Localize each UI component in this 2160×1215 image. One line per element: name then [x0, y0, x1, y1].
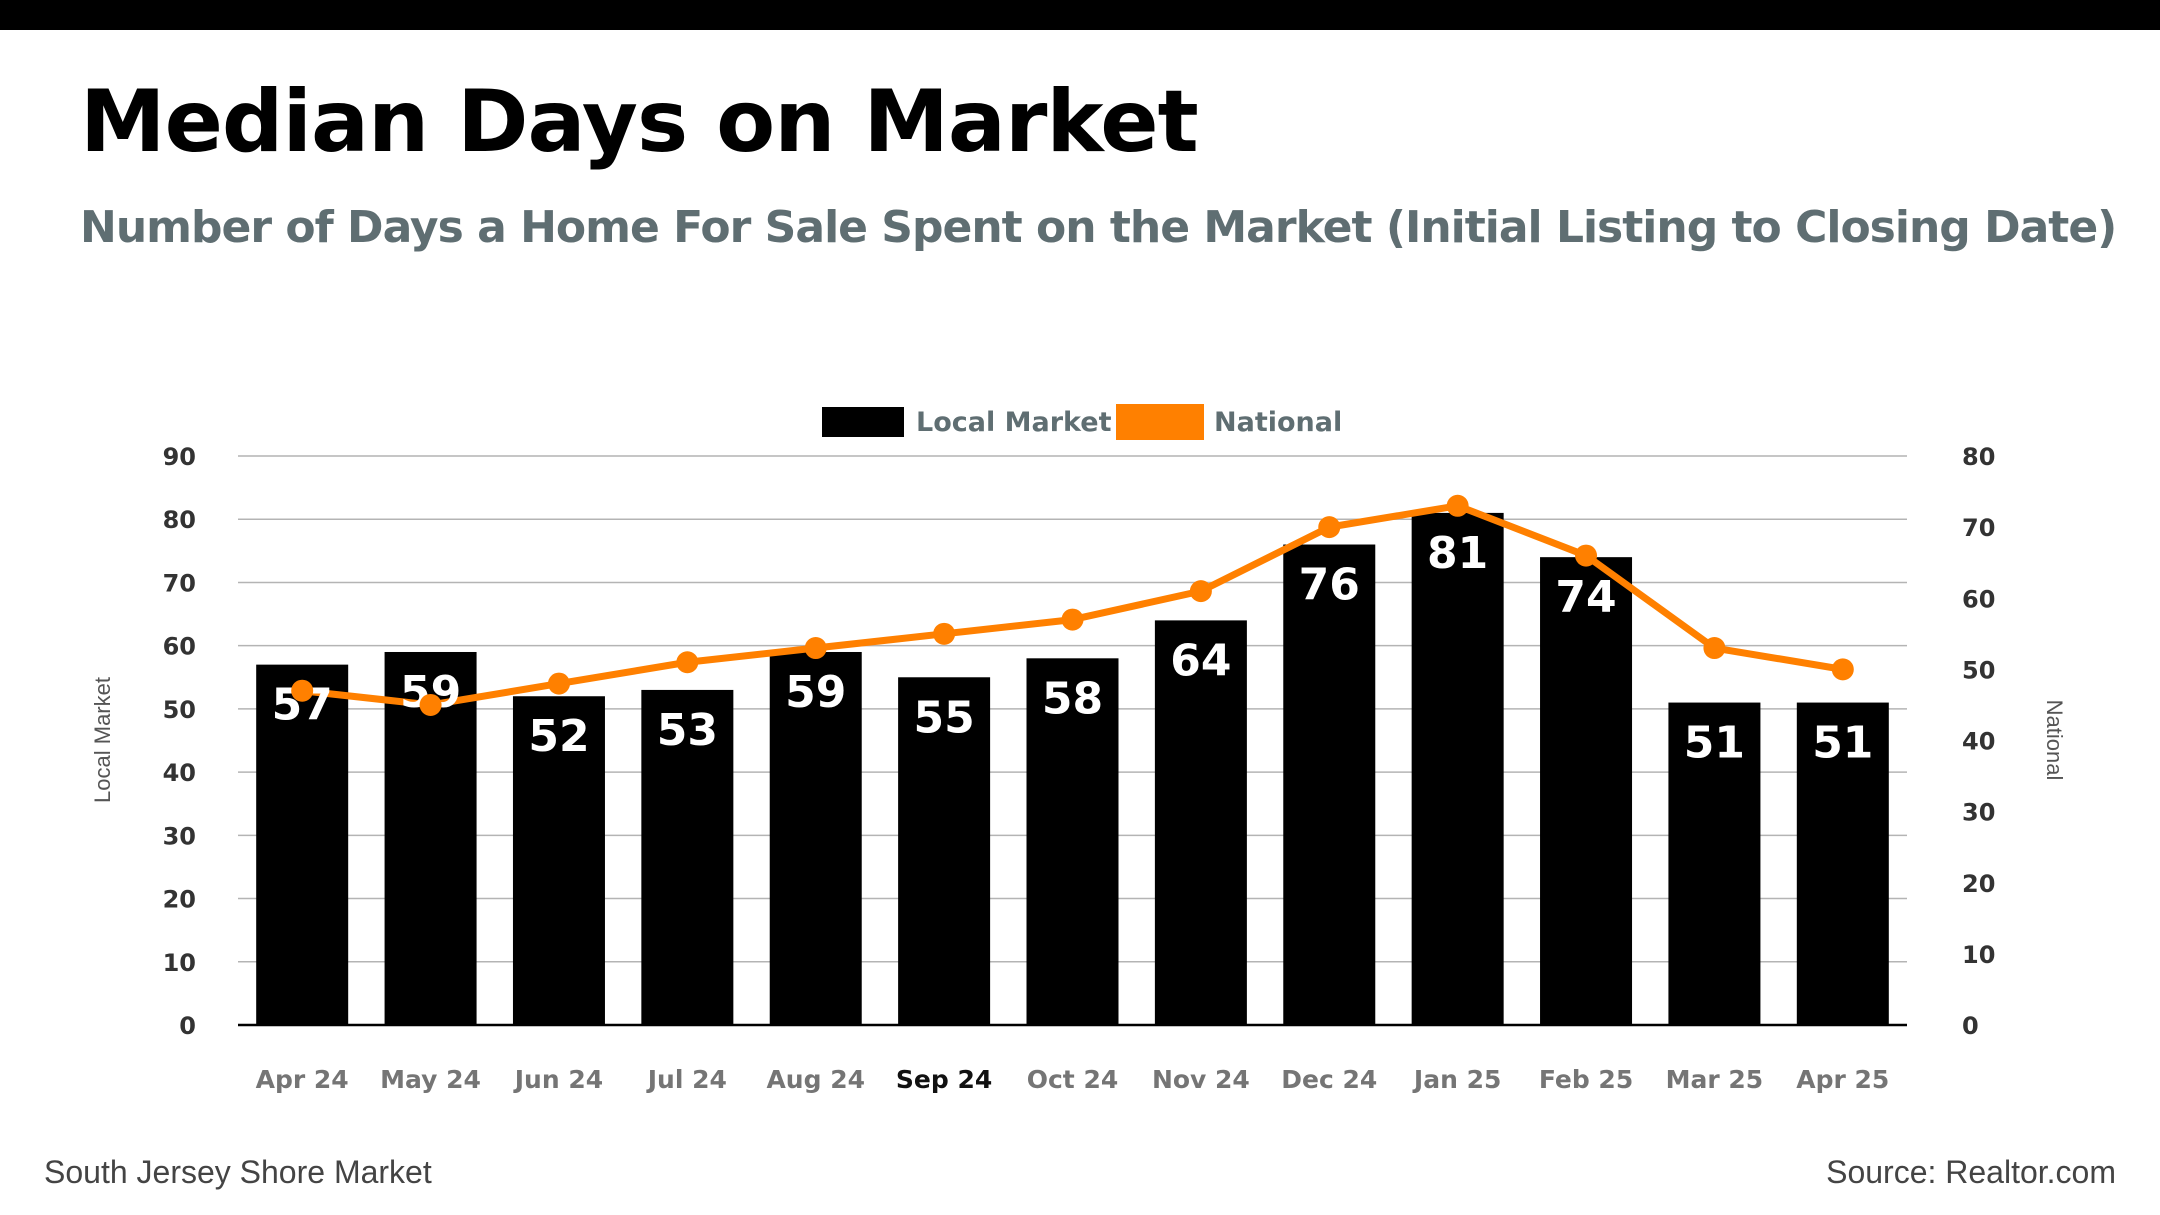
x-tick-label: Jan 25	[1412, 1065, 1501, 1094]
y-tick-label: 0	[179, 1012, 196, 1040]
bar	[512, 696, 605, 1025]
bar-data-label: 51	[1684, 718, 1745, 769]
bar	[1154, 620, 1247, 1025]
y-tick-label: 90	[163, 443, 196, 471]
bar	[898, 677, 991, 1025]
x-tick-label: Apr 24	[256, 1065, 349, 1094]
national-point	[1831, 658, 1854, 681]
national-point	[1703, 637, 1726, 660]
legend-label-local: Local Market	[916, 407, 1112, 438]
x-tick-label: Apr 25	[1796, 1065, 1889, 1094]
y-tick-label: 10	[163, 949, 196, 977]
national-point	[547, 672, 570, 695]
y2-tick-label: 70	[1962, 514, 1995, 542]
y2-tick-label: 40	[1962, 728, 1995, 756]
national-point	[804, 637, 827, 660]
bar	[641, 689, 734, 1025]
bar-data-label: 64	[1170, 635, 1231, 686]
x-tick-label: Sep 24	[896, 1065, 992, 1094]
bar-data-label: 59	[785, 667, 846, 718]
x-tick-label: Dec 24	[1281, 1065, 1377, 1094]
bar-data-label: 81	[1427, 528, 1488, 579]
bar-data-label: 52	[528, 711, 589, 762]
national-point	[1189, 580, 1212, 603]
y-tick-label: 30	[163, 822, 196, 850]
bar-data-label: 55	[913, 692, 974, 743]
x-tick-label: Oct 24	[1027, 1065, 1119, 1094]
y2-tick-label: 50	[1962, 656, 1995, 684]
y2-tick-label: 0	[1962, 1012, 1979, 1040]
bar	[1668, 702, 1761, 1025]
market-label: South Jersey Shore Market	[44, 1154, 432, 1190]
y-tick-label: 20	[163, 886, 196, 914]
bar-data-label: 53	[657, 705, 718, 756]
bar	[1796, 702, 1889, 1025]
y-tick-label: 80	[163, 506, 196, 534]
national-point	[419, 693, 442, 716]
national-point	[676, 651, 699, 674]
national-point	[291, 679, 314, 702]
bar-data-label: 58	[1042, 673, 1103, 724]
bar	[1411, 512, 1504, 1025]
y2-tick-label: 30	[1962, 799, 1995, 827]
x-tick-label: Jul 24	[646, 1065, 727, 1094]
bar	[256, 664, 349, 1025]
y-tick-label: 40	[163, 759, 196, 787]
y2-tick-label: 60	[1962, 585, 1995, 613]
y-tick-label: 60	[163, 633, 196, 661]
legend-swatch-national	[1116, 404, 1204, 440]
y2-tick-label: 80	[1962, 443, 1995, 471]
y-axis-label: Local Market	[90, 677, 115, 803]
national-point	[1061, 608, 1084, 631]
x-tick-label: Jun 24	[513, 1065, 603, 1094]
bar-data-label: 76	[1299, 560, 1360, 611]
legend-swatch-local	[822, 407, 904, 437]
page-title: Median Days on Market	[80, 72, 1199, 172]
x-tick-label: May 24	[380, 1065, 481, 1094]
national-point	[1318, 516, 1341, 539]
y2-tick-label: 10	[1962, 941, 1995, 969]
bar-data-label: 51	[1812, 718, 1873, 769]
page-subtitle: Number of Days a Home For Sale Spent on …	[80, 202, 2117, 253]
y2-axis-label: National	[2042, 700, 2067, 781]
bar	[1026, 658, 1119, 1025]
x-tick-label: Mar 25	[1666, 1065, 1764, 1094]
y2-tick-label: 20	[1962, 870, 1995, 898]
top-bar	[0, 0, 2160, 30]
national-point	[1446, 494, 1469, 517]
y-tick-label: 70	[163, 569, 196, 597]
legend-label-national: National	[1214, 407, 1342, 438]
national-point	[933, 622, 956, 645]
source-label: Source: Realtor.com	[1826, 1154, 2116, 1190]
bar-data-label: 74	[1555, 572, 1616, 623]
national-point	[1575, 544, 1598, 567]
bar	[1540, 557, 1633, 1025]
x-tick-label: Feb 25	[1539, 1065, 1633, 1094]
x-tick-label: Aug 24	[766, 1065, 865, 1094]
bar	[769, 651, 862, 1025]
x-tick-label: Nov 24	[1152, 1065, 1250, 1094]
bar	[1283, 544, 1376, 1025]
y-tick-label: 50	[163, 696, 196, 724]
